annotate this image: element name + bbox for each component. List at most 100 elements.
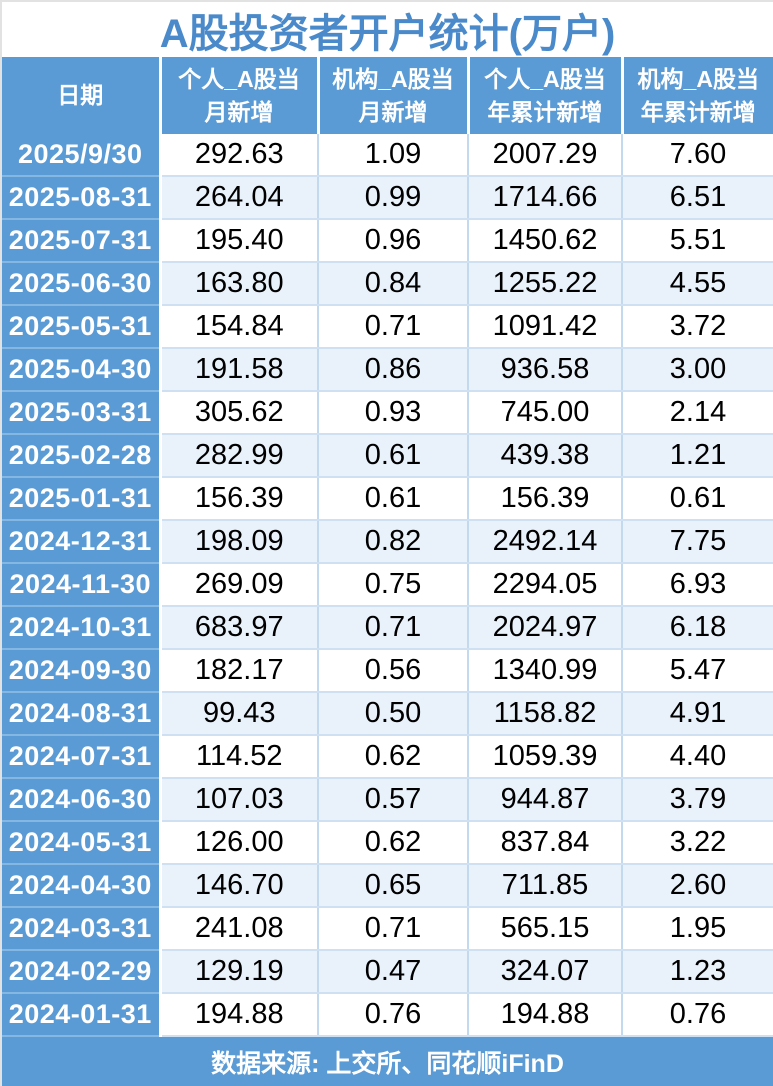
table-header: 日期 个人_A股当 月新增 机构_A股当 月新增 个人_A股当 年累计新增 机构… xyxy=(2,57,773,134)
value-cell: 324.07 xyxy=(468,950,623,994)
column-header-personal-ytd: 个人_A股当 年累计新增 xyxy=(468,57,624,134)
table-row: 2024-08-31 99.43 0.50 1158.82 4.91 xyxy=(2,692,773,736)
value-cell: 114.52 xyxy=(160,735,319,779)
table-row: 2024-03-31 241.08 0.71 565.15 1.95 xyxy=(2,907,773,951)
data-source-note: 数据来源: 上交所、同花顺iFinD xyxy=(211,1049,564,1078)
table-row: 2024-11-30 269.09 0.75 2294.05 6.93 xyxy=(2,563,773,607)
date-cell: 2024-09-30 xyxy=(2,649,162,693)
date-cell: 2025-06-30 xyxy=(2,262,162,306)
value-cell: 745.00 xyxy=(468,391,623,435)
table-row: 2025-02-28 282.99 0.61 439.38 1.21 xyxy=(2,434,773,478)
value-cell: 0.93 xyxy=(318,391,469,435)
value-cell: 282.99 xyxy=(160,434,319,478)
value-cell: 6.51 xyxy=(622,176,773,220)
value-cell: 0.61 xyxy=(318,477,469,521)
value-cell: 305.62 xyxy=(160,391,319,435)
value-cell: 146.70 xyxy=(160,864,319,908)
value-cell: 1.95 xyxy=(622,907,773,951)
value-cell: 292.63 xyxy=(160,134,319,177)
value-cell: 0.57 xyxy=(318,778,469,822)
date-cell: 2024-05-31 xyxy=(2,821,162,865)
value-cell: 944.87 xyxy=(468,778,623,822)
date-cell: 2025-04-30 xyxy=(2,348,162,392)
value-cell: 936.58 xyxy=(468,348,623,392)
value-cell: 163.80 xyxy=(160,262,319,306)
value-cell: 194.88 xyxy=(160,993,319,1037)
date-cell: 2025-07-31 xyxy=(2,219,162,263)
value-cell: 1059.39 xyxy=(468,735,623,779)
date-cell: 2024-02-29 xyxy=(2,950,162,994)
value-cell: 2294.05 xyxy=(468,563,623,607)
value-cell: 264.04 xyxy=(160,176,319,220)
table-row: 2025-05-31 154.84 0.71 1091.42 3.72 xyxy=(2,305,773,349)
date-cell: 2024-08-31 xyxy=(2,692,162,736)
value-cell: 2024.97 xyxy=(468,606,623,650)
value-cell: 182.17 xyxy=(160,649,319,693)
value-cell: 1255.22 xyxy=(468,262,623,306)
value-cell: 0.71 xyxy=(318,907,469,951)
value-cell: 7.60 xyxy=(622,134,773,177)
value-cell: 3.79 xyxy=(622,778,773,822)
table-row: 2024-07-31 114.52 0.62 1059.39 4.40 xyxy=(2,735,773,779)
value-cell: 1.09 xyxy=(318,134,469,177)
table-row: 2024-04-30 146.70 0.65 711.85 2.60 xyxy=(2,864,773,908)
date-cell: 2024-04-30 xyxy=(2,864,162,908)
value-cell: 3.22 xyxy=(622,821,773,865)
value-cell: 0.86 xyxy=(318,348,469,392)
table-row: 2025-08-31 264.04 0.99 1714.66 6.51 xyxy=(2,176,773,220)
page-title: A股投资者开户统计(万户) xyxy=(159,11,616,56)
value-cell: 0.56 xyxy=(318,649,469,693)
value-cell: 99.43 xyxy=(160,692,319,736)
value-cell: 3.72 xyxy=(622,305,773,349)
value-cell: 3.00 xyxy=(622,348,773,392)
value-cell: 0.84 xyxy=(318,262,469,306)
table-row: 2025-01-31 156.39 0.61 156.39 0.61 xyxy=(2,477,773,521)
value-cell: 269.09 xyxy=(160,563,319,607)
value-cell: 2.14 xyxy=(622,391,773,435)
date-cell: 2024-06-30 xyxy=(2,778,162,822)
value-cell: 0.71 xyxy=(318,606,469,650)
value-cell: 0.76 xyxy=(318,993,469,1037)
value-cell: 154.84 xyxy=(160,305,319,349)
value-cell: 683.97 xyxy=(160,606,319,650)
value-cell: 837.84 xyxy=(468,821,623,865)
table-header-row: 日期 个人_A股当 月新增 机构_A股当 月新增 个人_A股当 年累计新增 机构… xyxy=(2,57,773,134)
value-cell: 0.62 xyxy=(318,735,469,779)
value-cell: 5.51 xyxy=(622,219,773,263)
value-cell: 0.71 xyxy=(318,305,469,349)
value-cell: 0.61 xyxy=(622,477,773,521)
date-cell: 2024-11-30 xyxy=(2,563,162,607)
value-cell: 1714.66 xyxy=(468,176,623,220)
table-row: 2024-12-31 198.09 0.82 2492.14 7.75 xyxy=(2,520,773,564)
value-cell: 191.58 xyxy=(160,348,319,392)
column-header-date: 日期 xyxy=(2,57,162,134)
value-cell: 711.85 xyxy=(468,864,623,908)
value-cell: 0.62 xyxy=(318,821,469,865)
value-cell: 0.96 xyxy=(318,219,469,263)
date-cell: 2024-01-31 xyxy=(2,993,162,1037)
value-cell: 1450.62 xyxy=(468,219,623,263)
value-cell: 0.61 xyxy=(318,434,469,478)
value-cell: 195.40 xyxy=(160,219,319,263)
value-cell: 0.47 xyxy=(318,950,469,994)
table-row: 2024-06-30 107.03 0.57 944.87 3.79 xyxy=(2,778,773,822)
date-cell: 2024-10-31 xyxy=(2,606,162,650)
value-cell: 2.60 xyxy=(622,864,773,908)
value-cell: 107.03 xyxy=(160,778,319,822)
value-cell: 0.99 xyxy=(318,176,469,220)
date-cell: 2025-08-31 xyxy=(2,176,162,220)
value-cell: 0.76 xyxy=(622,993,773,1037)
date-cell: 2024-12-31 xyxy=(2,520,162,564)
date-cell: 2025-02-28 xyxy=(2,434,162,478)
date-cell: 2024-07-31 xyxy=(2,735,162,779)
value-cell: 126.00 xyxy=(160,821,319,865)
date-cell: 2024-03-31 xyxy=(2,907,162,951)
value-cell: 0.50 xyxy=(318,692,469,736)
value-cell: 156.39 xyxy=(468,477,623,521)
table-body: 2025/9/30 292.63 1.09 2007.29 7.60 2025-08-31… xyxy=(2,134,773,1037)
table-row: 2025-04-30 191.58 0.86 936.58 3.00 xyxy=(2,348,773,392)
account-statistics-table: 日期 个人_A股当 月新增 机构_A股当 月新增 个人_A股当 年累计新增 机构… xyxy=(2,57,773,1037)
date-cell: 2025-05-31 xyxy=(2,305,162,349)
value-cell: 2492.14 xyxy=(468,520,623,564)
value-cell: 1091.42 xyxy=(468,305,623,349)
